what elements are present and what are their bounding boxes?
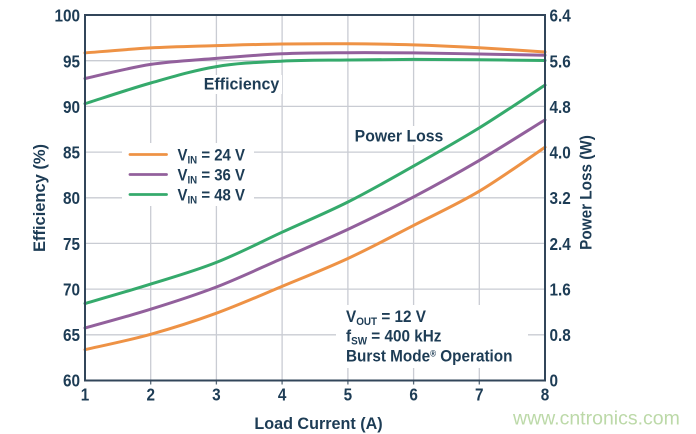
svg-text:6.4: 6.4 (550, 6, 572, 26)
svg-text:3: 3 (212, 384, 221, 404)
svg-text:0.8: 0.8 (550, 325, 571, 345)
svg-text:4.0: 4.0 (550, 142, 571, 162)
svg-text:85: 85 (63, 142, 80, 162)
svg-text:90: 90 (63, 97, 80, 117)
svg-text:Burst Mode® Operation: Burst Mode® Operation (346, 347, 512, 366)
svg-text:5: 5 (344, 384, 353, 404)
svg-text:80: 80 (63, 188, 80, 208)
svg-text:2.4: 2.4 (550, 234, 572, 254)
svg-text:www.cntronics.com: www.cntronics.com (512, 408, 680, 430)
svg-text:65: 65 (63, 325, 80, 345)
svg-text:4.8: 4.8 (550, 97, 571, 117)
svg-text:100: 100 (54, 6, 80, 26)
svg-text:1.6: 1.6 (550, 279, 571, 299)
svg-text:Load Current (A): Load Current (A) (254, 414, 382, 433)
svg-text:2: 2 (146, 384, 155, 404)
svg-text:4: 4 (278, 384, 287, 404)
svg-text:7: 7 (475, 384, 484, 404)
svg-text:1: 1 (81, 384, 90, 404)
svg-text:95: 95 (63, 51, 80, 71)
svg-text:5.6: 5.6 (550, 51, 571, 71)
svg-text:Power Loss: Power Loss (355, 127, 444, 146)
svg-text:0: 0 (550, 371, 559, 391)
svg-text:Power Loss (W): Power Loss (W) (577, 135, 596, 250)
svg-text:fSW = 400 kHz: fSW = 400 kHz (346, 327, 441, 348)
svg-text:75: 75 (63, 234, 80, 254)
svg-text:60: 60 (63, 371, 80, 391)
svg-text:Efficiency: Efficiency (204, 75, 280, 94)
svg-text:3.2: 3.2 (550, 188, 571, 208)
svg-text:8: 8 (541, 384, 550, 404)
svg-text:6: 6 (409, 384, 418, 404)
svg-text:70: 70 (63, 279, 80, 299)
svg-text:Efficiency (%): Efficiency (%) (30, 144, 49, 252)
